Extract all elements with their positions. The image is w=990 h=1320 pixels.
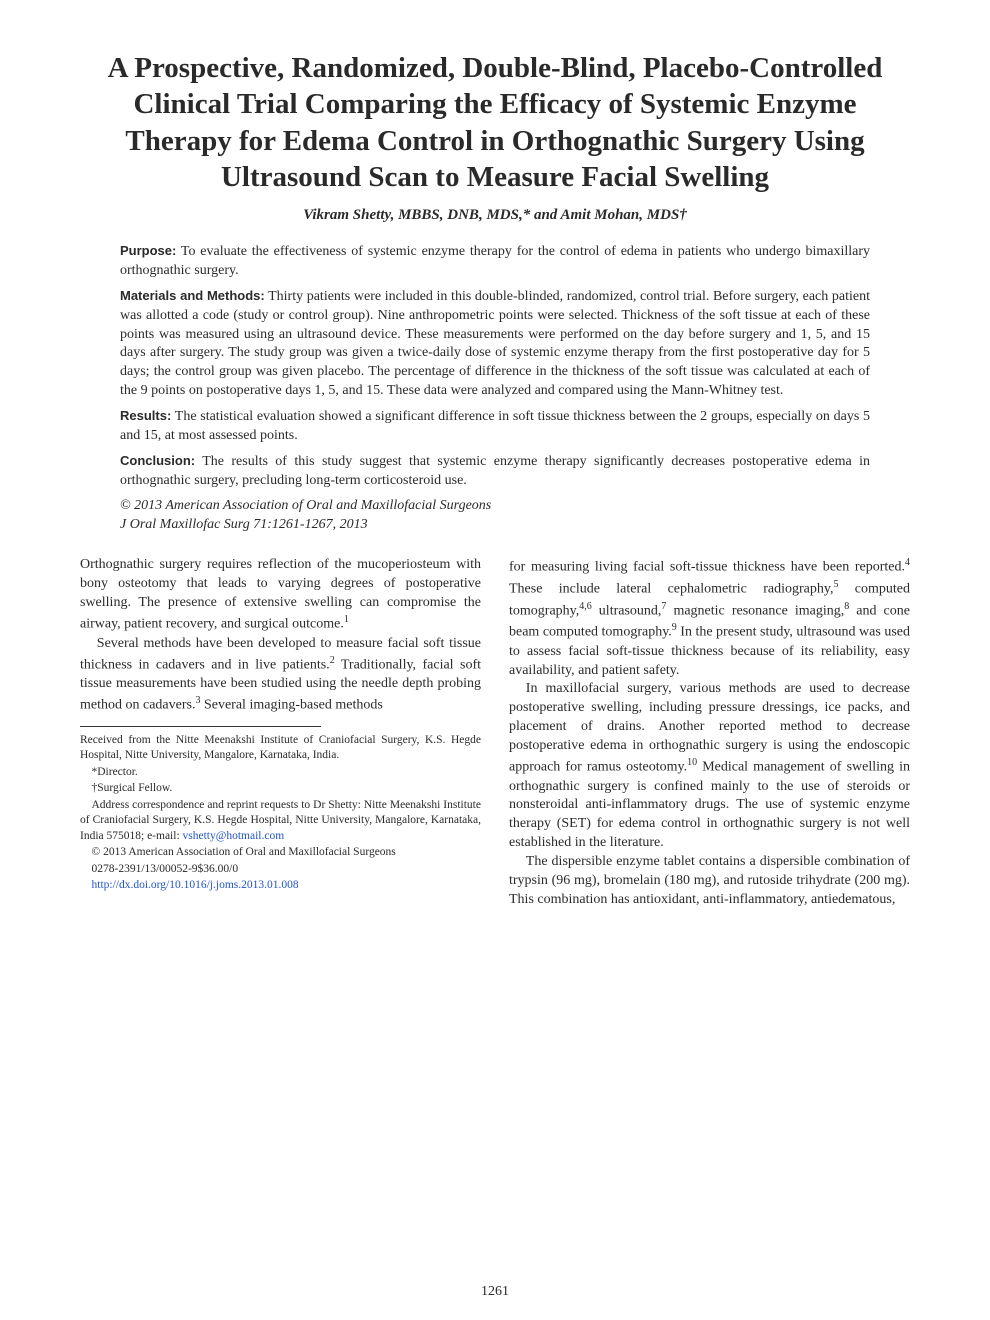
methods-label: Materials and Methods: — [120, 288, 265, 303]
citation-ref: 4 — [905, 557, 910, 568]
citation-ref: 10 — [687, 757, 697, 768]
footnote-received: Received from the Nitte Meenakshi Instit… — [80, 733, 481, 764]
body-paragraph: for measuring living facial soft-tissue … — [509, 556, 910, 680]
body-text: ultrasound, — [592, 603, 662, 618]
methods-text: Thirty patients were included in this do… — [120, 289, 870, 398]
footnote-copyright: © 2013 American Association of Oral and … — [80, 845, 481, 861]
footnote-fellow: †Surgical Fellow. — [80, 781, 481, 797]
purpose-label: Purpose: — [120, 243, 176, 258]
abstract-methods: Materials and Methods: Thirty patients w… — [120, 287, 870, 401]
footnote-address: Address correspondence and reprint reque… — [80, 798, 481, 845]
conclusion-label: Conclusion: — [120, 453, 195, 468]
footnotes-block: Received from the Nitte Meenakshi Instit… — [80, 733, 481, 894]
body-text: for measuring living facial soft-tissue … — [509, 560, 905, 575]
conclusion-text: The results of this study suggest that s… — [120, 454, 870, 488]
footnote-doi: http://dx.doi.org/10.1016/j.joms.2013.01… — [80, 878, 481, 894]
results-label: Results: — [120, 408, 171, 423]
page-number: 1261 — [481, 1284, 509, 1300]
abstract-purpose: Purpose: To evaluate the effectiveness o… — [120, 242, 870, 281]
footnote-director: *Director. — [80, 765, 481, 781]
article-body: Orthognathic surgery requires reflection… — [80, 556, 910, 909]
citation-ref: 1 — [344, 614, 349, 625]
results-text: The statistical evaluation showed a sign… — [120, 409, 870, 443]
body-paragraph: The dispersible enzyme tablet contains a… — [509, 853, 910, 910]
abstract-results: Results: The statistical evaluation show… — [120, 407, 870, 446]
body-paragraph: Orthognathic surgery requires reflection… — [80, 556, 481, 634]
body-text: Several imaging-based methods — [200, 698, 382, 713]
citation-ref: 4,6 — [579, 601, 592, 612]
footnote-issn: 0278-2391/13/00052-9$36.00/0 — [80, 862, 481, 878]
abstract-copyright: © 2013 American Association of Oral and … — [120, 497, 870, 516]
author-line: Vikram Shetty, MBBS, DNB, MDS,* and Amit… — [80, 207, 910, 224]
body-text: The dispersible enzyme tablet contains a… — [509, 854, 910, 907]
body-text: Orthognathic surgery requires reflection… — [80, 557, 481, 631]
body-text: These include lateral cephalometric radi… — [509, 582, 833, 597]
body-paragraph: In maxillofacial surgery, various method… — [509, 680, 910, 853]
purpose-text: To evaluate the effectiveness of systemi… — [120, 244, 870, 278]
article-title: A Prospective, Randomized, Double-Blind,… — [80, 50, 910, 195]
abstract-block: Purpose: To evaluate the effectiveness o… — [120, 242, 870, 534]
footnote-divider — [80, 726, 321, 727]
author-email-link[interactable]: vshetty@hotmail.com — [183, 830, 285, 842]
body-paragraph: Several methods have been developed to m… — [80, 635, 481, 716]
journal-reference: J Oral Maxillofac Surg 71:1261-1267, 201… — [120, 516, 870, 535]
abstract-conclusion: Conclusion: The results of this study su… — [120, 452, 870, 491]
doi-link[interactable]: http://dx.doi.org/10.1016/j.joms.2013.01… — [92, 879, 299, 891]
body-text: magnetic resonance imaging, — [666, 603, 844, 618]
